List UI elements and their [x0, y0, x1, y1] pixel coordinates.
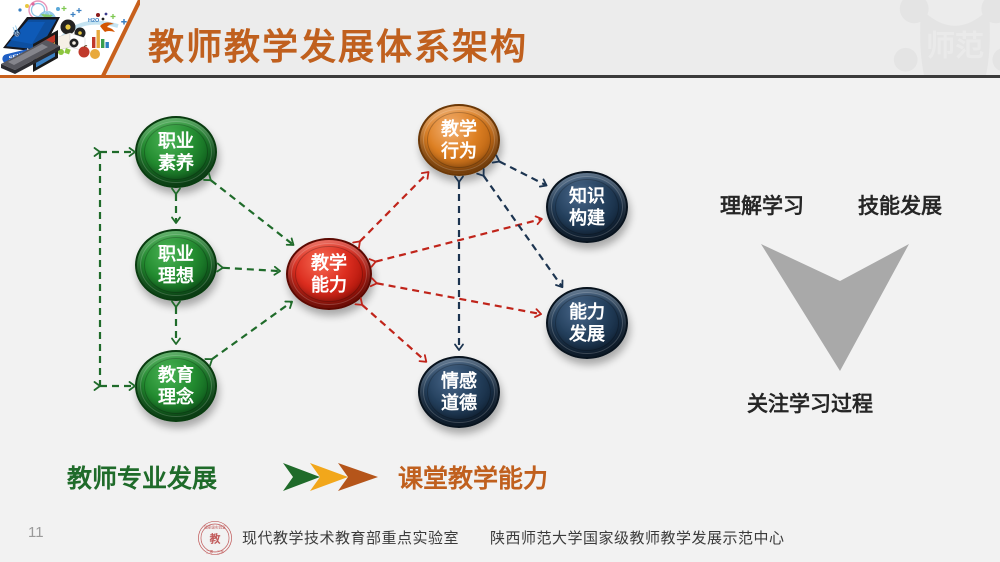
- svg-text:二零一二年: 二零一二年: [206, 549, 224, 554]
- svg-text:教: 教: [209, 531, 221, 545]
- svg-text:国家级实验室: 国家级实验室: [204, 525, 226, 530]
